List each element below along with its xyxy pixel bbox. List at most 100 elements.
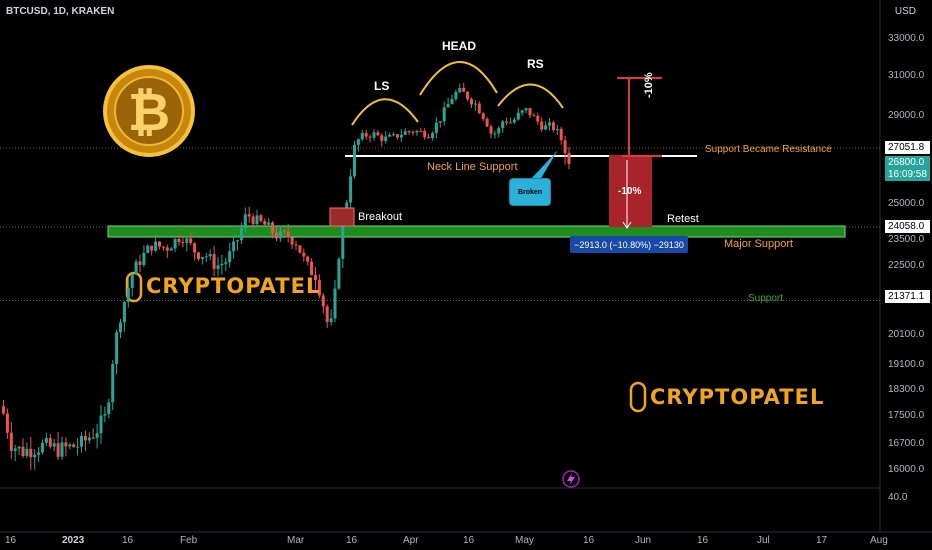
candle-body xyxy=(255,215,259,225)
price-tick-label: 19100.0 xyxy=(888,359,925,370)
candle-body xyxy=(60,442,64,457)
brand-watermark-left: CRYPTOPATEL xyxy=(146,274,321,298)
candle-body xyxy=(540,121,544,130)
price-tick-label: 17500.0 xyxy=(888,410,925,421)
time-tick-label: 16 xyxy=(583,535,595,546)
candle-body xyxy=(263,221,267,225)
candle-body xyxy=(306,256,310,262)
price-tag: 24058.0 xyxy=(885,220,930,233)
rs-label: RS xyxy=(527,57,544,71)
candle-body xyxy=(407,131,411,133)
candle-body xyxy=(2,406,5,414)
candle-body xyxy=(99,415,103,434)
candle-body xyxy=(411,131,415,133)
candle-body xyxy=(52,443,56,447)
candle-body xyxy=(41,442,44,453)
retest-label: Retest xyxy=(667,213,699,225)
candle-body xyxy=(360,132,364,140)
candle-body xyxy=(321,295,325,307)
candle-body xyxy=(181,242,185,244)
candle-body xyxy=(130,274,134,288)
candle-body xyxy=(551,122,555,131)
candle-body xyxy=(173,238,177,249)
candle-body xyxy=(364,132,368,137)
candle-body xyxy=(493,133,497,135)
candle-body xyxy=(259,215,263,222)
candle-body xyxy=(356,139,360,145)
price-tick-label: 16000.0 xyxy=(888,464,925,475)
candle-body xyxy=(197,252,200,259)
head-arc xyxy=(419,61,498,96)
brand-watermark-right: CRYPTOPATEL xyxy=(650,385,825,409)
candle-body xyxy=(80,436,83,447)
candle-body xyxy=(317,280,321,296)
candle-body xyxy=(395,134,399,138)
time-tick-label: 16 xyxy=(5,535,17,546)
candle-body xyxy=(563,140,567,153)
bitcoin-symbol-icon: ₿ xyxy=(128,83,170,143)
candle-body xyxy=(103,414,107,416)
candle-body xyxy=(154,241,158,251)
support-became-resistance-label: Support Became Resistance xyxy=(705,144,832,155)
candle-body xyxy=(290,237,294,245)
price-tag: 40.0 xyxy=(888,492,908,503)
price-tick-label: 31000.0 xyxy=(888,70,925,81)
candle-body xyxy=(512,119,516,123)
candle-body xyxy=(142,252,146,266)
candle-body xyxy=(200,257,204,259)
candle-body xyxy=(275,232,278,239)
candle-body xyxy=(271,222,275,233)
projection-down-arrowhead xyxy=(622,221,632,229)
candle-body xyxy=(462,87,466,92)
candle-body xyxy=(251,216,255,225)
candle-body xyxy=(29,448,33,458)
candle-body xyxy=(17,446,21,449)
candle-body xyxy=(470,99,473,105)
candle-body xyxy=(158,241,161,247)
candle-body xyxy=(302,252,306,257)
candle-body xyxy=(5,413,9,433)
candle-body xyxy=(454,92,458,99)
candle-body xyxy=(165,247,169,251)
candle-body xyxy=(423,130,427,138)
candle-body xyxy=(208,254,212,257)
candle-body xyxy=(169,248,173,251)
time-tick-label: Mar xyxy=(287,535,305,546)
candle-body xyxy=(134,261,138,275)
candle-body xyxy=(146,245,150,253)
time-tick-label: May xyxy=(515,535,534,546)
measure-tool-label[interactable]: −2913.0 (−10.80%) −29130 xyxy=(570,236,688,253)
candle-body xyxy=(64,442,68,447)
candle-body xyxy=(138,261,142,266)
candle-body xyxy=(329,318,333,322)
candle-body xyxy=(310,261,314,276)
candle-body xyxy=(91,437,95,439)
candle-body xyxy=(399,134,403,138)
projection-down-box xyxy=(609,155,652,227)
price-tick-label: 20100.0 xyxy=(888,329,925,340)
candle-body xyxy=(567,152,571,165)
price-tick-label: 33000.0 xyxy=(888,33,925,44)
price-tag: 26800.0 xyxy=(885,156,930,169)
candle-body xyxy=(21,446,25,456)
candle-body xyxy=(298,245,302,253)
time-tick-label: 16 xyxy=(463,535,475,546)
candle-body xyxy=(314,275,317,281)
candle-body xyxy=(150,245,154,251)
candle-body xyxy=(376,132,380,136)
price-tick-label: 29000.0 xyxy=(888,110,925,121)
candle-body xyxy=(333,288,337,319)
candle-body xyxy=(76,446,80,448)
candle-body xyxy=(83,436,87,441)
candle-body xyxy=(243,214,247,228)
candle-body xyxy=(239,227,243,241)
candle-body xyxy=(473,103,477,105)
candle-body xyxy=(419,130,423,132)
time-tick-label: 2023 xyxy=(62,535,85,546)
major-support-band xyxy=(107,225,846,238)
candle-body xyxy=(9,432,13,452)
candle-body xyxy=(559,128,563,141)
candle-body xyxy=(236,240,239,242)
